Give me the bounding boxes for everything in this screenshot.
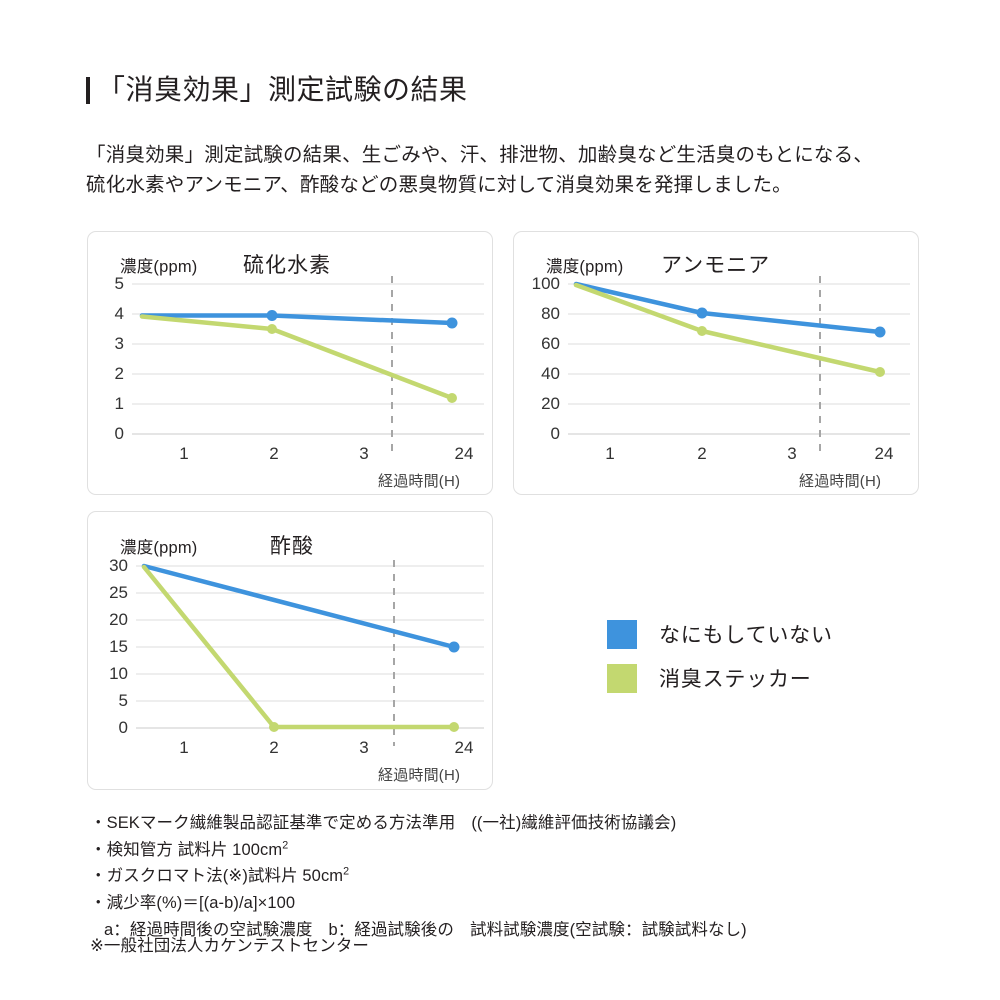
x-tick: 2 <box>269 444 279 463</box>
legend-label: 消臭ステッカー <box>659 668 812 691</box>
y-axis-unit-label: 濃度(ppm) <box>546 258 624 276</box>
x-axis-label: 経過時間(H) <box>378 473 461 490</box>
intro-line-1: 「消臭効果」測定試験の結果、生ごみや、汗、排泄物、加齢臭など生活臭のもとになる、 <box>86 144 874 166</box>
footnote-line-5: a：経過時間後の空試験濃度 b：経過試験後の 試料試験濃度(空試験：試験試料なし) <box>90 917 950 944</box>
y-tick: 60 <box>541 334 560 353</box>
y-tick: 20 <box>541 394 560 413</box>
y-tick: 10 <box>109 664 128 683</box>
y-axis-unit-label: 濃度(ppm) <box>120 258 198 276</box>
footnotes-block: ・SEKマーク繊維製品認証基準で定める方法準用 ((一社)繊維評価技術協議会) ・… <box>90 810 950 944</box>
footnote-gas-chromatography-text: ・ガスクロマト法(※)試料片 50cm <box>90 867 344 886</box>
x-axis-label: 経過時間(H) <box>799 473 882 490</box>
y-tick: 30 <box>109 556 128 575</box>
chart-card-ammonia: 濃度(ppm) アンモニア 100 80 60 40 20 0 1 2 3 <box>513 231 919 495</box>
y-tick: 5 <box>118 691 128 710</box>
chart-title: アンモニア <box>661 254 771 277</box>
y-tick: 0 <box>118 718 128 737</box>
footnote-method-text: ・SEKマーク繊維製品認証基準で定める方法準用 <box>90 814 456 832</box>
footnote-org-text: ((一社)繊維評価技術協議会) <box>471 814 677 832</box>
footnote-detector-tube-text: ・検知管方 試料片 100cm <box>90 840 283 859</box>
y-tick: 20 <box>109 610 128 629</box>
footnote-var-b-text: b：経過試験後の <box>328 920 454 939</box>
y-tick: 80 <box>541 304 560 323</box>
y-tick: 25 <box>109 583 128 602</box>
chart-card-acetic-acid: 濃度(ppm) 酢酸 30 25 20 15 10 5 0 1 2 3 <box>87 511 493 790</box>
page-title: 「消臭効果」測定試験の結果 <box>97 74 468 105</box>
y-tick: 5 <box>114 274 124 293</box>
intro-line-2: 硫化水素やアンモニア、酢酸などの悪臭物質に対して消臭効果を発揮しました。 <box>86 174 792 197</box>
y-axis-unit-label: 濃度(ppm) <box>120 539 198 557</box>
legend-swatch-blue-icon <box>607 619 637 649</box>
page-header: 「消臭効果」測定試験の結果 <box>86 76 468 104</box>
plot-area-ammonia <box>568 276 910 452</box>
chart-title: 硫化水素 <box>243 254 331 277</box>
x-tick: 24 <box>454 444 474 463</box>
x-tick: 1 <box>605 444 615 463</box>
x-axis-label: 経過時間(H) <box>378 767 461 784</box>
x-tick: 2 <box>697 444 707 463</box>
legend-label: なにもしていない <box>659 624 833 647</box>
y-tick: 2 <box>114 364 124 383</box>
footnote-superscript: 2 <box>282 839 289 852</box>
legend-swatch-green-icon <box>607 663 637 693</box>
x-tick: 3 <box>359 444 369 463</box>
footnote-line-2: ・検知管方 試料片 100cm2 <box>90 837 950 864</box>
footnote-line-3: ・ガスクロマト法(※)試料片 50cm2 <box>90 863 950 890</box>
legend-item-untreated: なにもしていない <box>607 612 833 656</box>
x-tick: 1 <box>179 444 189 463</box>
footnote-line-4: ・減少率(%)＝[(a-b)/a]×100 <box>90 894 296 913</box>
intro-paragraph: 「消臭効果」測定試験の結果、生ごみや、汗、排泄物、加齢臭など生活臭のもとになる、… <box>86 140 966 200</box>
chart-legend: なにもしていない 消臭ステッカー <box>607 612 833 700</box>
footnote-line-1: ・SEKマーク繊維製品認証基準で定める方法準用 ((一社)繊維評価技術協議会) <box>90 810 950 837</box>
x-tick: 24 <box>454 738 474 757</box>
chart-title: 酢酸 <box>270 535 314 558</box>
title-accent-bar <box>86 76 90 104</box>
x-tick: 3 <box>359 738 369 757</box>
footnote-var-a-text: a：経過時間後の空試験濃度 <box>104 920 313 939</box>
y-tick: 40 <box>541 364 560 383</box>
footnote-source-text: ※一般社団法人カケンテストセンター <box>90 937 370 955</box>
x-tick: 3 <box>787 444 797 463</box>
y-tick: 0 <box>114 424 124 443</box>
x-tick: 24 <box>874 444 894 463</box>
y-tick: 1 <box>114 394 124 413</box>
chart-card-hydrogen-sulfide: 濃度(ppm) 硫化水素 5 4 3 2 1 0 1 2 <box>87 231 493 495</box>
y-tick: 4 <box>114 304 124 323</box>
y-tick: 0 <box>550 424 560 443</box>
plot-area-hydrogen-sulfide <box>132 276 484 452</box>
y-tick: 100 <box>531 274 560 293</box>
x-tick: 1 <box>179 738 189 757</box>
legend-item-sticker: 消臭ステッカー <box>607 656 833 700</box>
footnote-var-b-cont-text: 試料試験濃度(空試験：試験試料なし) <box>469 920 747 939</box>
plot-area-acetic-acid <box>136 560 484 746</box>
y-tick: 3 <box>114 334 124 353</box>
footnote-superscript: 2 <box>343 865 350 878</box>
x-tick: 2 <box>269 738 279 757</box>
y-tick: 15 <box>109 637 128 656</box>
